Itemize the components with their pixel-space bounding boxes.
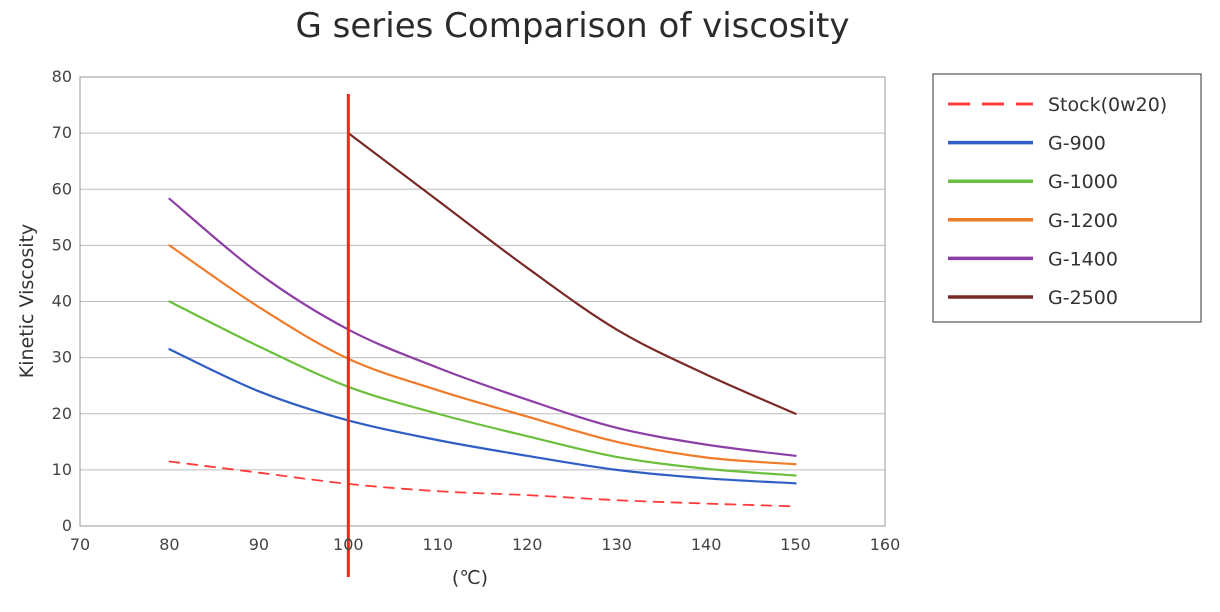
legend-label: G-1400 bbox=[1048, 248, 1118, 270]
series-line-g-900 bbox=[168, 348, 797, 485]
y-axis-label: Kinetic Viscosity bbox=[16, 224, 38, 378]
y-tick-label: 50 bbox=[52, 235, 72, 254]
y-tick-label: 80 bbox=[52, 67, 72, 86]
legend-label: Stock(0w20) bbox=[1048, 94, 1167, 116]
legend-label: G-2500 bbox=[1048, 287, 1118, 309]
series-layer bbox=[168, 132, 797, 508]
series-line-g-2500 bbox=[347, 132, 797, 415]
x-tick-label: 80 bbox=[159, 535, 179, 554]
x-tick-label: 90 bbox=[249, 535, 269, 554]
y-tick-label: 0 bbox=[62, 516, 72, 535]
x-tick-label: 120 bbox=[512, 535, 543, 554]
tick-labels: 0 10 20 30 40 50 60 70 80 70 80 90 100 110 120 130 140 15… bbox=[52, 67, 901, 554]
y-tick-label: 10 bbox=[52, 460, 72, 479]
x-tick-label: 150 bbox=[780, 535, 811, 554]
x-tick-label: 130 bbox=[601, 535, 632, 554]
x-tick-label: 160 bbox=[870, 535, 901, 554]
legend-label: G-900 bbox=[1048, 133, 1106, 155]
chart-title: G series Comparison of viscosity bbox=[295, 6, 850, 46]
x-tick-label: 70 bbox=[70, 535, 90, 554]
y-tick-label: 20 bbox=[52, 404, 72, 423]
y-tick-label: 40 bbox=[52, 292, 72, 311]
x-tick-label: 140 bbox=[691, 535, 722, 554]
legend-label: G-1000 bbox=[1048, 171, 1118, 193]
series-line-g-1400 bbox=[168, 197, 797, 457]
y-tick-label: 30 bbox=[52, 348, 72, 367]
x-axis-label: (℃) bbox=[452, 567, 488, 589]
series-line-stock-0w20- bbox=[168, 460, 797, 508]
series-line-g-1200 bbox=[168, 244, 797, 466]
plot-area-frame bbox=[79, 76, 886, 527]
y-tick-label: 60 bbox=[52, 179, 72, 198]
y-tick-label: 70 bbox=[52, 123, 72, 142]
x-tick-label: 100 bbox=[333, 535, 364, 554]
legend-box bbox=[932, 73, 1202, 323]
legend-items: Stock(0w20) G-900 G-1000 G-1200 G-1400 G-2500 bbox=[948, 94, 1167, 309]
grid-lines bbox=[80, 132, 885, 471]
series-line-g-1000 bbox=[168, 300, 797, 477]
legend-label: G-1200 bbox=[1048, 210, 1118, 232]
x-tick-label: 110 bbox=[423, 535, 454, 554]
legend: Stock(0w20) G-900 G-1000 G-1200 G-1400 G-2500 bbox=[932, 73, 1202, 323]
